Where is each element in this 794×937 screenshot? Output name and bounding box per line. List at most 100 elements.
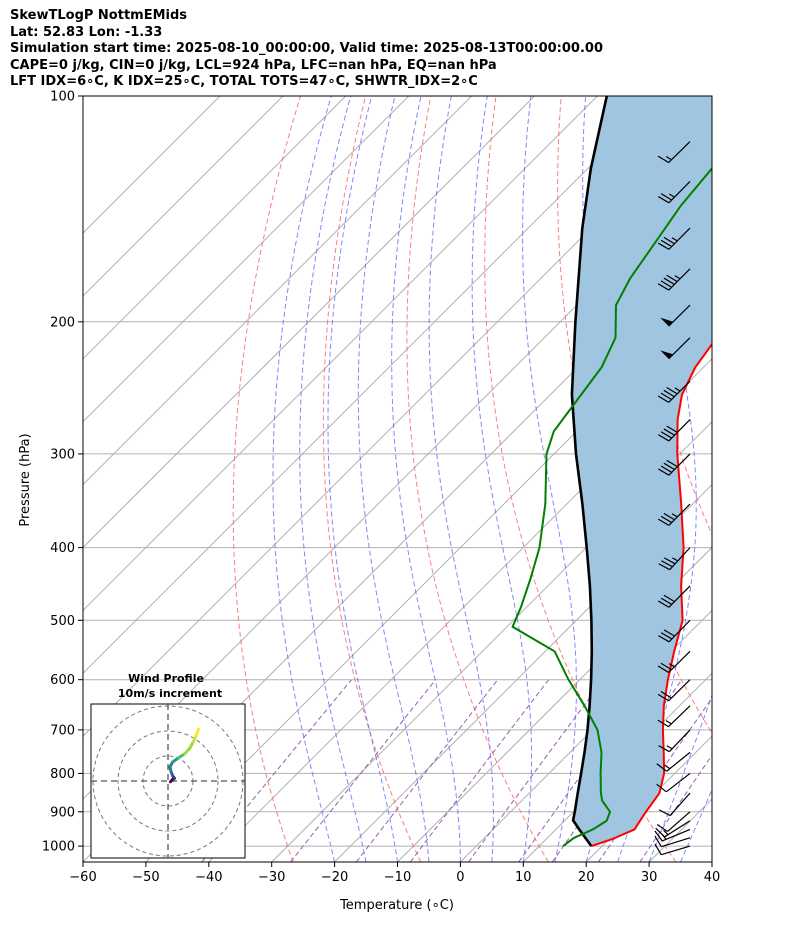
isotherm: [83, 96, 347, 360]
barb-shaft: [668, 181, 691, 204]
wind-barb: [660, 304, 691, 327]
barb-shaft: [661, 837, 691, 848]
barb-full: [656, 763, 668, 772]
barb-full: [666, 386, 678, 395]
y-tick-label: 200: [50, 315, 75, 330]
moist-adiabat: [648, 693, 712, 862]
wind-barb: [657, 181, 691, 204]
wind-barb: [657, 141, 691, 164]
dewpoint-line: [511, 166, 712, 847]
barb-half: [674, 387, 681, 392]
barb-half: [671, 513, 678, 518]
x-tick-label: −40: [195, 870, 222, 885]
isotherm: [711, 861, 712, 862]
barb-full: [657, 665, 669, 673]
barb-full: [663, 277, 675, 285]
barb-full: [663, 594, 675, 603]
dry-adiabat: [406, 96, 549, 862]
barb-full: [657, 518, 670, 526]
y-tick-label: 700: [50, 723, 75, 738]
x-tick-label: 0: [456, 870, 464, 885]
barb-half: [664, 764, 671, 770]
x-tick-label: −20: [321, 870, 348, 885]
barb-full: [657, 434, 670, 442]
isotherm: [83, 96, 221, 234]
wind-barb: [658, 619, 691, 643]
barb-half: [668, 663, 675, 668]
barb-shaft: [668, 729, 691, 753]
barb-full: [660, 632, 673, 640]
barb-pennant: [660, 317, 674, 327]
x-tick-label: −30: [258, 870, 285, 885]
y-tick-label: 300: [50, 447, 75, 462]
wind-barb: [657, 679, 691, 702]
barb-full: [663, 512, 675, 521]
x-tick-label: −60: [69, 870, 96, 885]
hodograph-ring: [117, 730, 219, 832]
dry-adiabat: [757, 96, 794, 862]
moist-adiabat: [299, 96, 367, 862]
dry-adiabat: [484, 96, 677, 862]
moist-adiabat: [680, 788, 712, 862]
wind-barb: [657, 650, 691, 673]
isotherm: [83, 96, 598, 612]
hodograph-subtitle: 10m/s increment: [118, 687, 222, 700]
barb-shaft: [664, 820, 691, 838]
x-tick-label: −50: [132, 870, 159, 885]
barb-full: [661, 560, 673, 568]
x-tick-label: 40: [704, 870, 721, 885]
temperature-line: [591, 342, 712, 848]
hodograph-trace-segment: [194, 727, 200, 737]
moist-adiabat: [471, 96, 532, 862]
y-tick-label: 100: [50, 90, 75, 105]
hodograph-inset: Wind Profile 10m/s increment: [90, 672, 246, 859]
moist-adiabat: [327, 96, 398, 862]
isotherm: [83, 96, 661, 675]
wind-barbs: [654, 141, 691, 856]
barb-half: [671, 237, 678, 242]
mixing-ratio-line: [290, 679, 436, 862]
y-tick-label: 800: [50, 767, 75, 782]
barb-full: [658, 745, 670, 753]
barb-shaft: [668, 503, 691, 526]
wind-barb: [655, 820, 691, 838]
barb-shaft: [669, 547, 691, 571]
wind-barb: [656, 811, 691, 833]
wind-barb: [657, 503, 691, 526]
barb-full: [660, 662, 672, 671]
x-tick-label: −10: [384, 870, 411, 885]
wind-barb: [658, 792, 691, 817]
barb-full: [663, 428, 675, 436]
barb-full: [655, 827, 666, 838]
barb-full: [666, 459, 678, 468]
barb-shaft: [665, 772, 691, 793]
barb-full: [654, 843, 662, 856]
profile-lines: [511, 96, 712, 848]
barb-full: [657, 395, 670, 403]
moist-adiabat: [711, 860, 712, 862]
y-axis-label: Pressure (hPa): [18, 433, 33, 526]
barb-half: [665, 156, 672, 161]
barb-full: [658, 809, 671, 817]
barb-full: [654, 835, 662, 847]
barb-half: [668, 193, 675, 198]
barb-full: [657, 195, 670, 204]
barb-shaft: [668, 585, 691, 608]
barb-full: [666, 425, 678, 433]
y-tick-label: 900: [50, 805, 75, 820]
barb-full: [660, 280, 672, 288]
barb-half: [674, 275, 681, 280]
dry-adiabat: [232, 96, 301, 862]
mixing-ratio-line: [409, 679, 549, 862]
barb-shaft: [668, 419, 691, 442]
barb-full: [660, 239, 672, 248]
barb-full: [657, 693, 669, 702]
barb-shaft: [668, 141, 691, 163]
barb-full: [660, 515, 672, 524]
hodograph-title: Wind Profile: [128, 672, 204, 685]
y-tick-label: 500: [50, 614, 75, 629]
lat-lon: Lat: 52.83 Lon: -1.33: [10, 24, 163, 40]
barb-full: [660, 193, 673, 201]
barb-shaft: [668, 679, 691, 702]
